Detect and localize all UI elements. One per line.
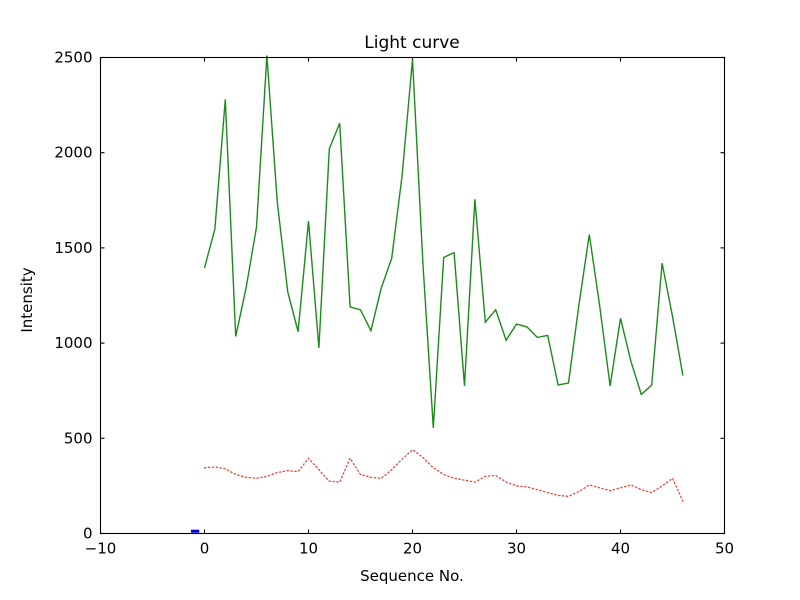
y-tick-label: 1500 (54, 239, 92, 257)
y-axis-ticks: 0 500 1000 1500 2000 2500 (54, 49, 725, 543)
x-tick-label: −10 (85, 540, 117, 558)
x-axis-label: Sequence No. (360, 567, 464, 585)
y-tick-label: 2000 (54, 144, 92, 162)
y-tick-label: 1000 (54, 334, 92, 352)
x-tick-label: 0 (200, 540, 210, 558)
series-line-background-red (203, 448, 684, 502)
x-tick-label: 10 (299, 540, 318, 558)
y-tick-label: 2500 (54, 49, 92, 67)
x-tick-label: 30 (507, 540, 526, 558)
plot-frame (99, 56, 726, 535)
x-tick-label: 40 (611, 540, 630, 558)
y-axis-label: Intensity (18, 267, 36, 332)
axes-frame (99, 56, 726, 535)
y-tick-label: 0 (83, 525, 93, 543)
y-tick-label: 500 (64, 429, 93, 447)
chart-title: Light curve (364, 33, 459, 53)
x-axis-ticks: −10 0 10 20 30 40 50 (85, 57, 734, 558)
data-series-layer (190, 55, 684, 533)
x-tick-label: 20 (403, 540, 422, 558)
chart-title-group: Light curve (364, 33, 459, 53)
axis-titles: Sequence No. Intensity (18, 267, 464, 585)
x-tick-label: 50 (715, 540, 734, 558)
series-line-intensity-green (203, 55, 684, 428)
